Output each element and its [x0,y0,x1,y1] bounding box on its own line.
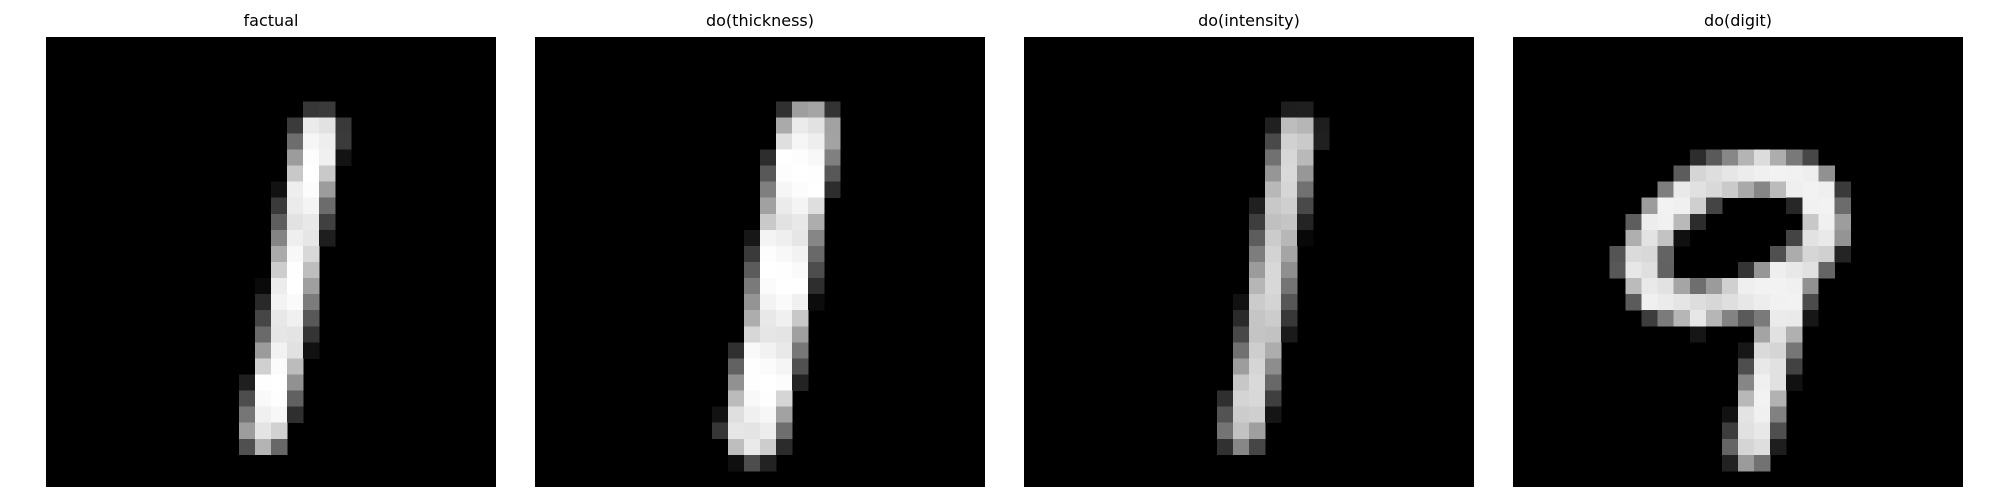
digit-image-do-thickness [535,37,985,487]
panel-do-thickness: do(thickness) [535,0,985,500]
digit-image-do-digit [1513,37,1963,487]
panel-title-do-digit: do(digit) [1704,11,1772,30]
panel-title-do-thickness: do(thickness) [705,11,814,30]
panel-do-digit: do(digit) [1513,0,1963,500]
panel-do-intensity: do(intensity) [1024,0,1474,500]
digit-image-factual [46,37,496,487]
digit-image-do-intensity [1024,37,1474,487]
panel-title-factual: factual [243,11,299,30]
panel-title-do-intensity: do(intensity) [1198,11,1300,30]
panel-factual: factual [46,0,496,500]
